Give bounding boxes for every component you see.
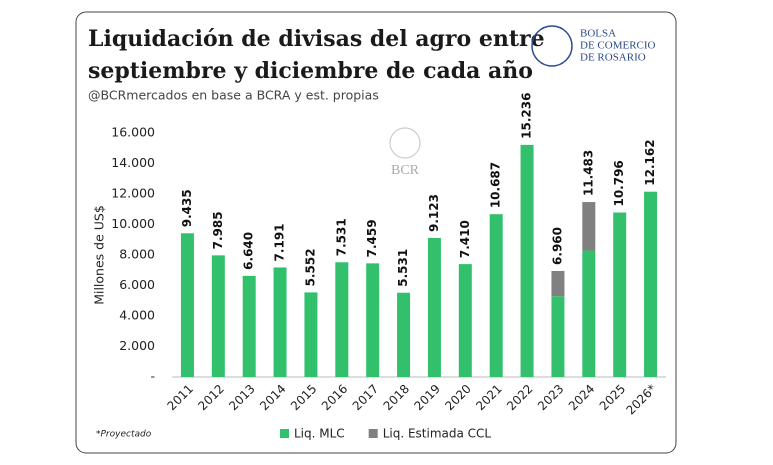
bar [427, 238, 441, 377]
y-tick-label: 16.000 [111, 125, 155, 140]
y-tick-label: 2.000 [119, 338, 155, 353]
y-tick-label: 6.000 [119, 277, 155, 292]
value-label: 7.459 [365, 219, 379, 257]
y-tick-label: 12.000 [111, 186, 155, 201]
logo-icon [531, 25, 573, 67]
value-label: 5.552 [303, 248, 317, 286]
value-label: 5.531 [396, 249, 410, 287]
legend-swatch [280, 429, 289, 438]
legend-swatch [368, 429, 378, 438]
bar [582, 250, 596, 377]
bar [304, 292, 318, 377]
value-label: 9.123 [427, 194, 441, 232]
value-label: 6.640 [242, 232, 256, 270]
legend-label: Liq. MLC [294, 427, 345, 441]
y-tick-label: 10.000 [111, 216, 155, 231]
bar [613, 212, 627, 377]
bar [180, 233, 194, 377]
watermark: BCR [391, 163, 420, 178]
bar [335, 262, 349, 377]
y-tick-label: 4.000 [119, 308, 155, 323]
value-label: 11.483 [581, 150, 595, 196]
value-label: 12.162 [643, 139, 657, 185]
bar [211, 255, 225, 377]
bar [397, 292, 411, 377]
value-label: 7.531 [334, 218, 348, 256]
chart-title: septiembre y diciembre de cada año [88, 58, 533, 84]
bar [489, 214, 503, 377]
subtitle: @BCRmercados en base a BCRA y est. propi… [88, 88, 379, 103]
value-label: 15.236 [520, 93, 534, 139]
value-label: 10.796 [612, 160, 626, 206]
bar [582, 202, 596, 251]
chart-title: Liquidación de divisas del agro entre [88, 26, 545, 52]
y-tick-label: 14.000 [111, 155, 155, 170]
y-axis-title: Millones de US$ [92, 205, 107, 305]
bar [242, 275, 256, 377]
value-label: 7.191 [273, 223, 287, 261]
value-label: 10.687 [489, 162, 503, 208]
bar [520, 144, 534, 377]
bar [644, 191, 658, 377]
bar [366, 263, 380, 377]
bar [551, 270, 565, 297]
value-label: 7.985 [211, 211, 225, 249]
logo-text: DE ROSARIO [580, 52, 646, 64]
bar [273, 267, 287, 377]
watermark-icon [389, 127, 421, 159]
value-label: 9.435 [180, 189, 194, 227]
legend-label: Liq. Estimada CCL [383, 427, 492, 441]
value-label: 6.960 [550, 227, 564, 265]
bar [458, 264, 472, 377]
bar [551, 296, 565, 377]
logo-text: DE COMERCIO [580, 40, 656, 52]
y-tick-label: - [150, 369, 155, 384]
logo-text: BOLSA [580, 28, 616, 40]
footnote: *Proyectado [96, 430, 152, 440]
y-tick-label: 8.000 [119, 247, 155, 262]
value-label: 7.410 [458, 220, 472, 258]
